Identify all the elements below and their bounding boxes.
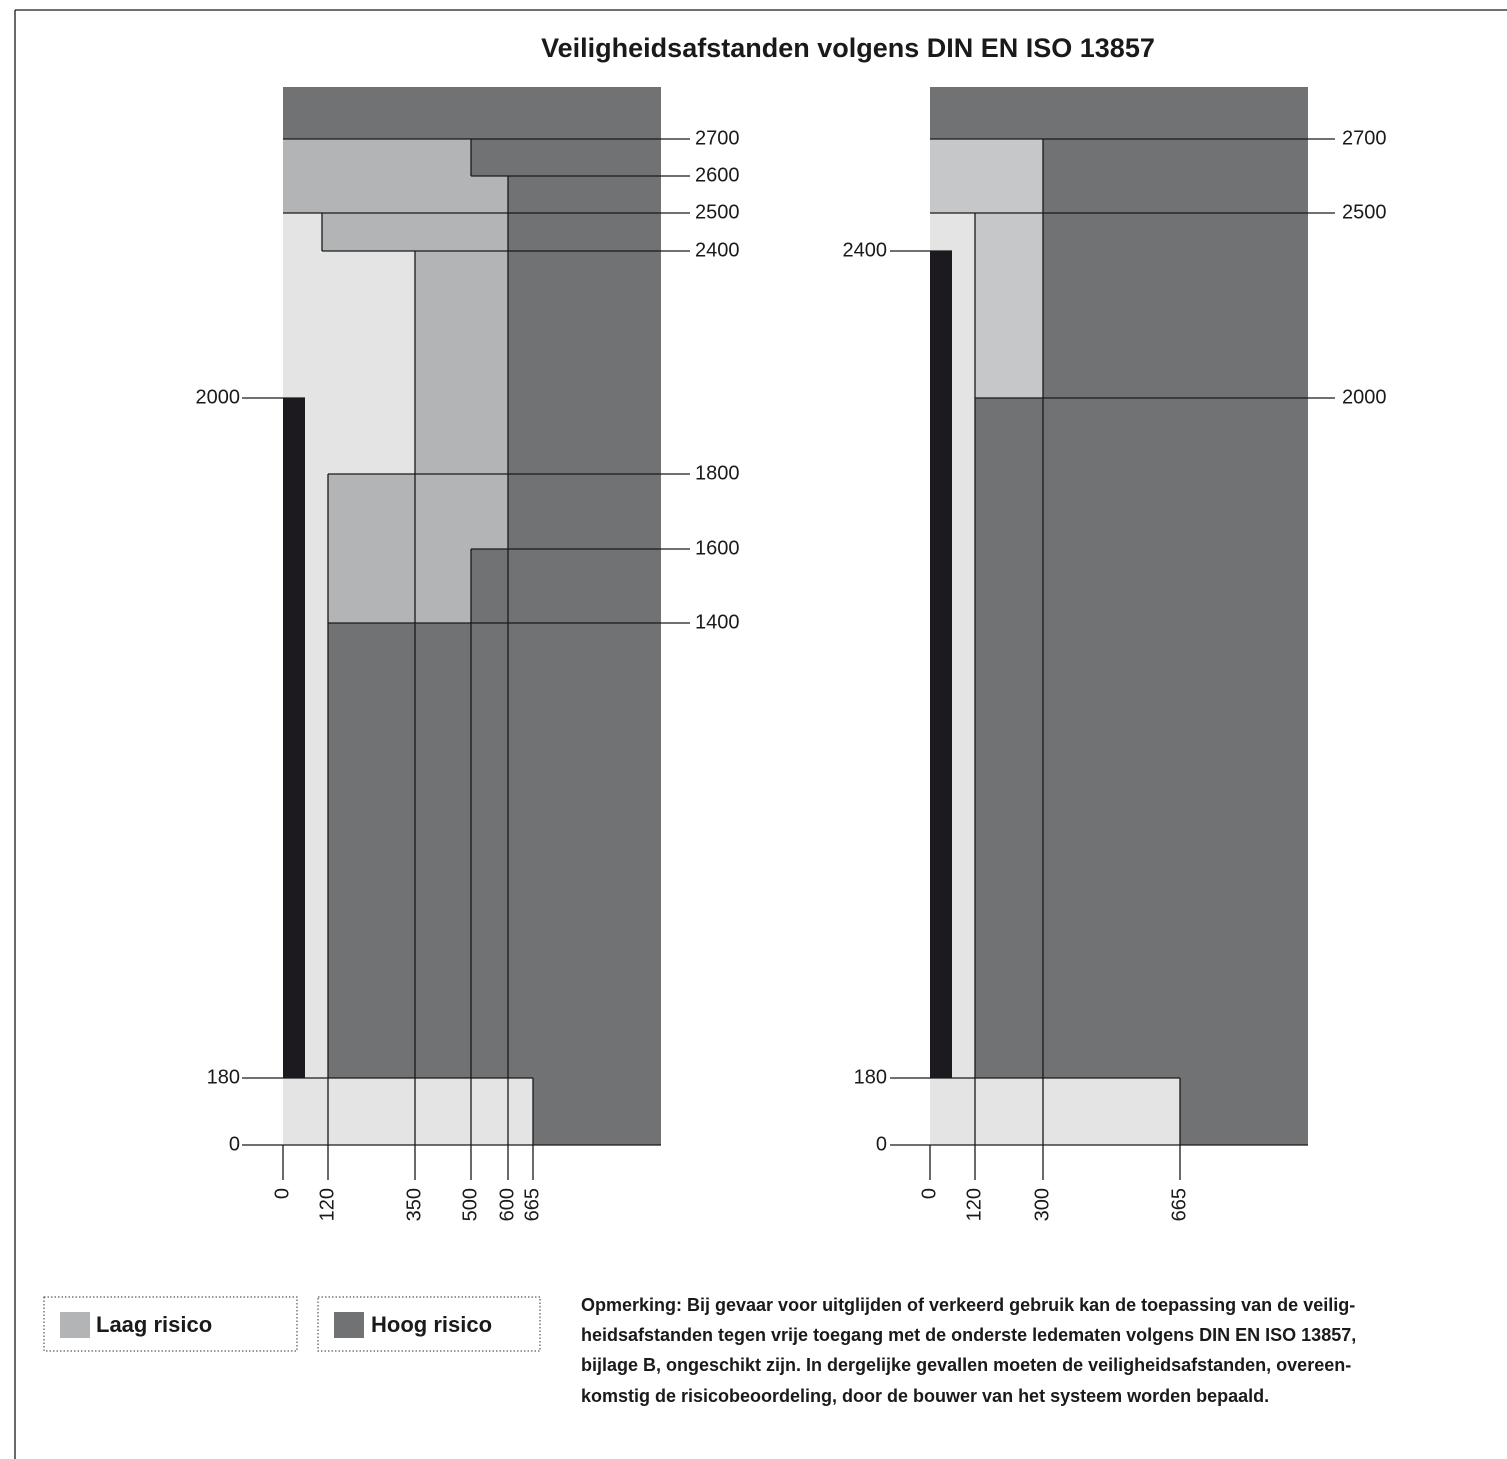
height-label: 2400 <box>695 239 740 261</box>
height-label: 1400 <box>695 611 740 633</box>
distance-label: 665 <box>521 1188 543 1221</box>
distance-label: 120 <box>316 1188 338 1221</box>
legend-box <box>317 1296 541 1352</box>
height-label: 2500 <box>695 201 740 223</box>
height-label: 2400 <box>843 239 888 261</box>
height-label: 2000 <box>196 386 241 408</box>
free-area <box>930 213 1180 1145</box>
height-label: 0 <box>876 1133 887 1155</box>
note: Opmerking: Bij gevaar voor uitglijden of… <box>581 1295 1356 1406</box>
distance-label: 500 <box>459 1188 481 1221</box>
legend-label: Laag risico <box>96 1312 212 1337</box>
height-label: 180 <box>207 1066 240 1088</box>
distance-label: 300 <box>1031 1188 1053 1221</box>
height-label: 2700 <box>695 127 740 149</box>
legend-box <box>43 1296 298 1352</box>
legend-label: Hoog risico <box>371 1312 492 1337</box>
title: Veiligheidsafstanden volgens DIN EN ISO … <box>541 33 1155 63</box>
note-line: komstig de risicobeoordeling, door de bo… <box>581 1386 1269 1406</box>
height-label: 1800 <box>695 462 740 484</box>
left-diagram: 2700 2600 2500 2400 1800 1600 1400 2000 … <box>196 87 740 1221</box>
distance-label: 600 <box>496 1188 518 1221</box>
free-area <box>283 213 533 1145</box>
distance-label: 665 <box>1168 1188 1190 1221</box>
legend-swatch <box>334 1312 364 1338</box>
lines <box>242 138 690 1180</box>
height-label: 2600 <box>695 164 740 186</box>
distance-label: 0 <box>918 1188 940 1199</box>
height-label: 1600 <box>695 537 740 559</box>
height-label: 180 <box>854 1066 887 1088</box>
note-line: heidsafstanden tegen vrije toegang met d… <box>581 1325 1356 1345</box>
height-label: 0 <box>229 1133 240 1155</box>
distance-label: 120 <box>963 1188 985 1221</box>
low-risk-area <box>930 139 1043 398</box>
low-risk-area <box>283 139 508 623</box>
legend-swatch <box>60 1312 90 1338</box>
barrier <box>283 398 305 1078</box>
right-diagram: 2700 2500 2000 2400 180 0 0 120 300 665 <box>843 87 1387 1221</box>
height-label: 2700 <box>1342 127 1387 149</box>
note-line: Opmerking: Bij gevaar voor uitglijden of… <box>581 1295 1355 1315</box>
distance-label: 350 <box>403 1188 425 1221</box>
height-label: 2500 <box>1342 201 1387 223</box>
distance-label: 0 <box>271 1188 293 1199</box>
height-label: 2000 <box>1342 386 1387 408</box>
lines <box>890 138 1335 1180</box>
barrier <box>930 251 952 1078</box>
legend: Laag risico Hoog risico <box>43 1296 541 1352</box>
note-line: bijlage B, ongeschikt zijn. In dergelijk… <box>581 1355 1351 1375</box>
